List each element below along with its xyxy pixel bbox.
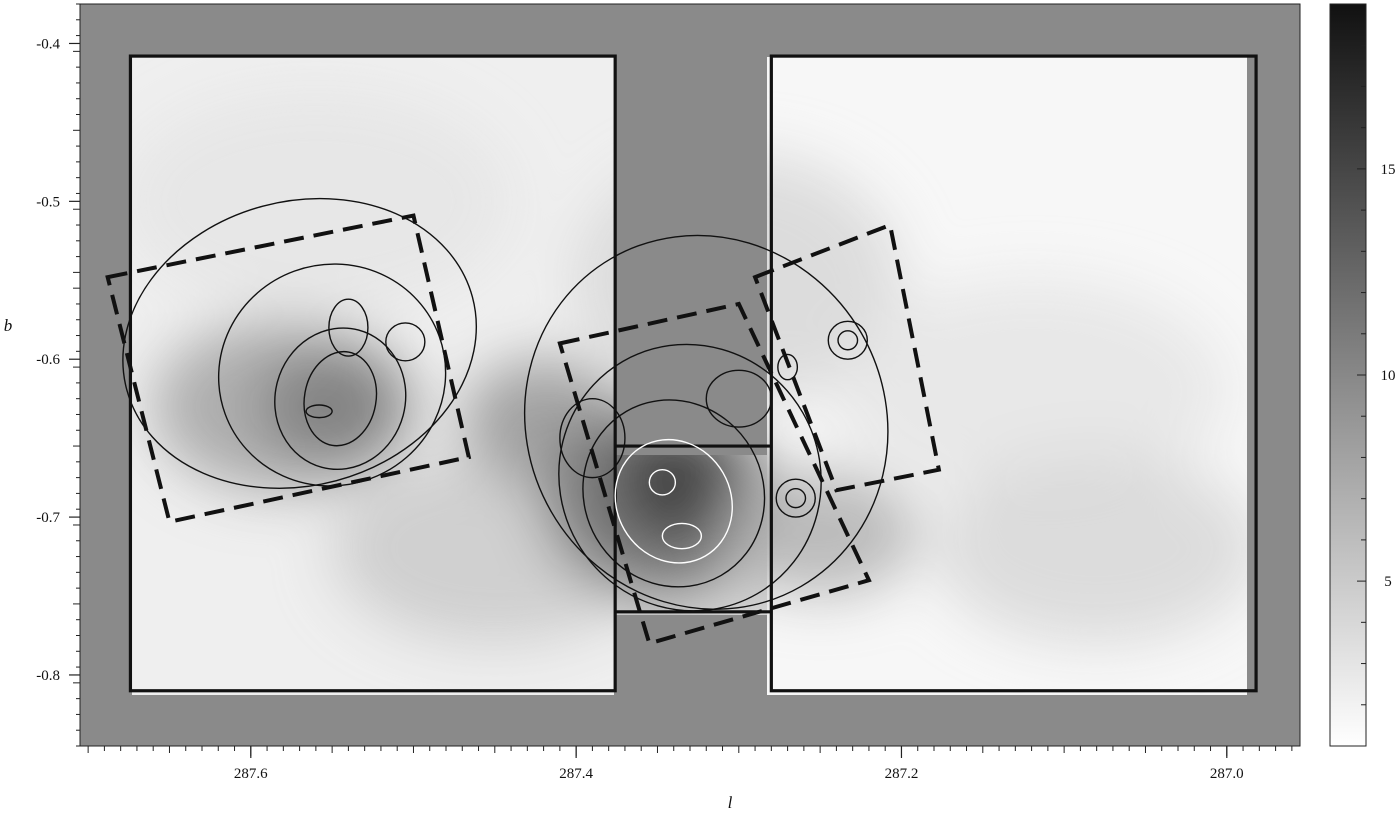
density-blob <box>132 90 512 312</box>
density-blob <box>616 455 731 541</box>
density-contours <box>122 197 889 612</box>
density-blob <box>543 413 614 589</box>
x-axis-title: l <box>728 793 733 812</box>
contour-ring <box>303 350 378 447</box>
contour-ring <box>661 522 703 550</box>
contour-ring <box>775 478 816 518</box>
dashed-field-east <box>752 222 942 493</box>
y-tick-label: -0.7 <box>36 510 60 526</box>
colorbar-tick-label: 15 <box>1381 162 1396 178</box>
contour-ring <box>648 469 677 496</box>
density-blob <box>576 199 614 362</box>
colorbar-tick-label: 5 <box>1384 574 1392 590</box>
contour-ring <box>582 399 766 588</box>
plot-area <box>80 4 1300 746</box>
density-blob <box>722 479 767 586</box>
dashed-field-central <box>557 301 872 646</box>
contour-ring <box>122 197 478 489</box>
contour-ring <box>559 397 626 479</box>
contour-ring <box>305 404 333 419</box>
density-blob <box>934 453 1247 644</box>
density-blob <box>258 351 406 462</box>
y-tick-label: -0.4 <box>36 36 60 52</box>
x-tick-label: 287.2 <box>885 766 919 782</box>
contour-ring <box>837 330 859 351</box>
survey-region-left <box>128 54 617 693</box>
y-axis-title: b <box>4 316 13 335</box>
colorbar: 5 10 15 <box>1329 3 1396 747</box>
contour-ring <box>827 320 869 360</box>
y-tick-label: -0.6 <box>36 352 60 368</box>
x-tick-label: 287.4 <box>559 766 593 782</box>
survey-gap-connector <box>615 444 772 614</box>
contour-ring <box>523 234 889 610</box>
y-tick-label: -0.5 <box>36 194 60 210</box>
contour-ring <box>705 369 773 428</box>
dashed-field-outlines <box>105 213 942 646</box>
density-map-right <box>767 57 1247 695</box>
density-blobs <box>132 90 614 644</box>
axes: 287.6 287.4 287.2 287.0 -0.4 -0.5 -0.6 -0.7 -0.8 <box>36 3 1293 782</box>
colorbar-tick-label: 10 <box>1381 368 1396 384</box>
dashed-field-west <box>105 213 472 525</box>
x-tick-label: 287.6 <box>234 766 268 782</box>
contour-ring <box>328 298 369 357</box>
density-blob <box>332 453 614 644</box>
contour-ring <box>777 353 799 381</box>
contour-ring <box>274 327 407 471</box>
contour-ring <box>558 343 822 612</box>
contour-ring <box>385 322 426 362</box>
contour-ring <box>614 438 733 564</box>
x-tick-label: 287.0 <box>1210 766 1244 782</box>
y-tick-label: -0.8 <box>36 668 60 684</box>
contour-ring <box>785 487 807 509</box>
